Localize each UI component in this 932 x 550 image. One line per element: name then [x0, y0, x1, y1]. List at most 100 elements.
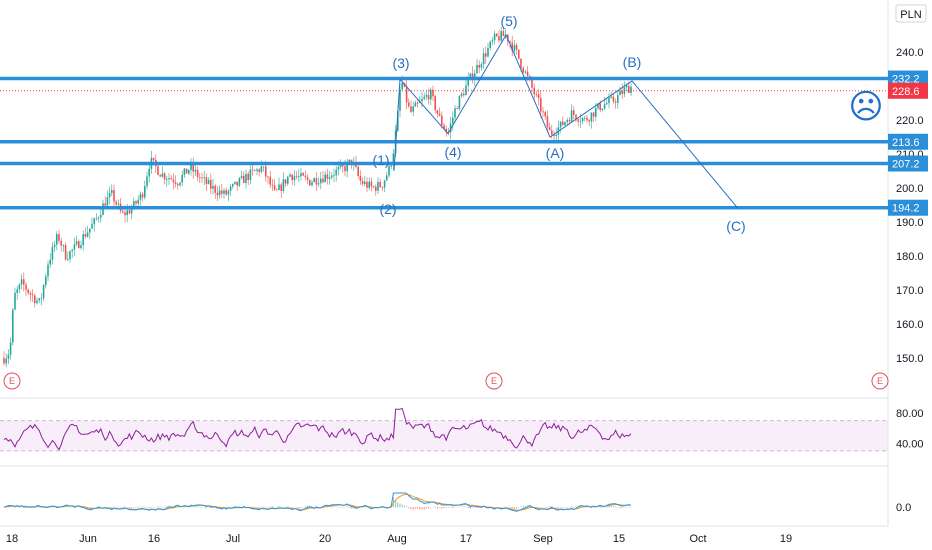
candle [86, 225, 89, 238]
candle [9, 337, 12, 360]
macd-histogram-bar [621, 507, 623, 509]
time-tick-label: 16 [148, 533, 160, 545]
macd-histogram-bar [131, 507, 133, 508]
candle [291, 173, 293, 185]
macd-histogram-bar [401, 504, 403, 508]
macd-histogram-bar [256, 507, 258, 508]
macd-histogram-bar [258, 507, 260, 509]
sad-face-icon: ☹ [848, 87, 883, 127]
candle [203, 170, 205, 186]
candle [524, 69, 527, 75]
macd-histogram-bar [133, 507, 135, 508]
macd-tick-label: 0.0 [896, 502, 911, 514]
candle [630, 83, 632, 96]
macd-histogram-bar [472, 507, 474, 508]
candle [163, 171, 166, 185]
candle [64, 242, 67, 261]
macd-histogram-bar [505, 506, 507, 508]
macd-histogram-bar [109, 507, 111, 508]
candle [267, 175, 269, 184]
time-tick-label: Sep [533, 533, 553, 545]
candle [139, 191, 142, 206]
elliott-wave-path [393, 33, 739, 209]
candle [23, 272, 25, 292]
level-tag-1 [888, 133, 928, 150]
macd-histogram-bar [439, 507, 441, 508]
candle [443, 123, 445, 130]
candle [18, 283, 21, 294]
candle [546, 110, 549, 133]
earnings-mark[interactable]: E [3, 372, 21, 390]
macd-histogram-bar [434, 507, 436, 508]
candle [97, 216, 100, 223]
wave-path-layer [393, 33, 739, 209]
macd-histogram-bar [529, 504, 531, 508]
candle [619, 86, 621, 96]
macd-histogram-bar [287, 506, 289, 508]
candle [410, 100, 412, 114]
candle [498, 29, 500, 44]
candle [548, 122, 551, 131]
candle [179, 181, 181, 188]
macd-histogram-bar [188, 507, 190, 508]
candle [16, 285, 18, 300]
macd-histogram-bar [12, 506, 14, 508]
candle [555, 127, 557, 141]
macd-histogram-bar [428, 507, 430, 509]
time-tick-label: Jun [79, 533, 97, 545]
macd-histogram-bar [447, 507, 449, 508]
candle [188, 169, 190, 176]
svg-text:E: E [9, 376, 15, 386]
macd-histogram-bar [353, 507, 355, 509]
macd-histogram-bar [630, 507, 632, 508]
macd-histogram-bar [335, 506, 337, 508]
candle [480, 62, 483, 71]
earnings-mark[interactable]: E [871, 372, 889, 390]
candle [302, 171, 304, 177]
macd-histogram-bar [225, 507, 227, 509]
levels-layer [0, 76, 888, 210]
candle [183, 168, 186, 178]
wave-labels-layer: (1) (2) (3) (4) (5) (A) (B) (C) [372, 13, 745, 234]
macd-histogram-bar [557, 507, 559, 509]
level-tag-label-3: 194.2 [892, 203, 920, 215]
candle [12, 307, 14, 346]
candle [82, 230, 84, 251]
candle [621, 83, 623, 99]
svg-text:E: E [877, 376, 883, 386]
candle [289, 172, 291, 178]
candle [106, 190, 109, 206]
candle [304, 170, 307, 181]
candle [500, 27, 502, 42]
macd-histogram-bar [159, 506, 161, 508]
macd-histogram-bar [111, 507, 113, 509]
macd-histogram-bar [190, 506, 192, 508]
candle [388, 163, 390, 178]
candle [42, 283, 45, 302]
macd-histogram-bar [194, 506, 196, 508]
candle [588, 118, 590, 127]
macd-histogram-bar [463, 506, 465, 508]
candle [333, 168, 335, 183]
candle [383, 179, 386, 193]
macd-histogram-bar [254, 507, 256, 509]
candle [608, 92, 610, 109]
candle [287, 175, 289, 187]
price-tick-label: 180.0 [896, 251, 924, 263]
earnings-mark[interactable]: E [485, 372, 503, 390]
candle [56, 231, 58, 250]
candle [170, 175, 172, 180]
candle [617, 90, 619, 109]
macd-histogram-bar [337, 506, 339, 508]
candle [412, 101, 414, 117]
macd-histogram-bar [23, 507, 25, 508]
macd-histogram-bar [98, 506, 100, 508]
candle [95, 213, 98, 221]
candle [313, 177, 315, 183]
macd-histogram-bar [263, 506, 265, 508]
candle [614, 98, 617, 109]
currency-badge[interactable] [895, 4, 927, 23]
candle [38, 297, 40, 304]
candle [460, 92, 463, 99]
candle [399, 83, 401, 118]
